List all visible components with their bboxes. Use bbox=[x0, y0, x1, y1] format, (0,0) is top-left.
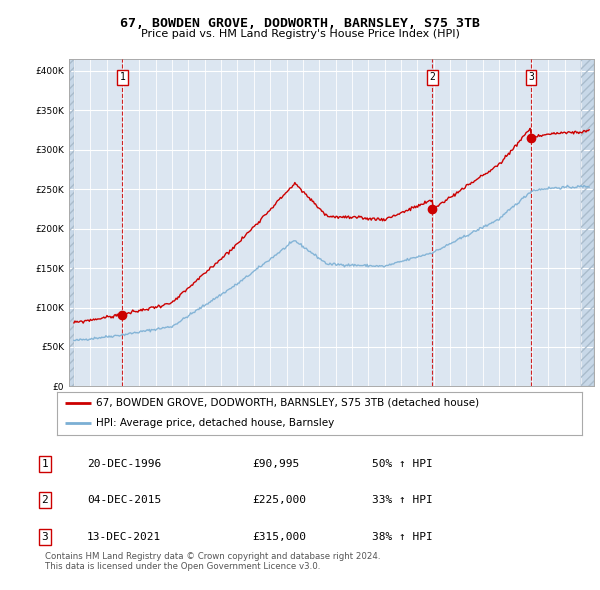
Text: 2: 2 bbox=[41, 496, 49, 505]
Text: 50% ↑ HPI: 50% ↑ HPI bbox=[372, 459, 433, 468]
Text: HPI: Average price, detached house, Barnsley: HPI: Average price, detached house, Barn… bbox=[97, 418, 335, 428]
Text: This data is licensed under the Open Government Licence v3.0.: This data is licensed under the Open Gov… bbox=[45, 562, 320, 571]
Text: 3: 3 bbox=[41, 532, 49, 542]
Text: Contains HM Land Registry data © Crown copyright and database right 2024.: Contains HM Land Registry data © Crown c… bbox=[45, 552, 380, 561]
Text: £225,000: £225,000 bbox=[252, 496, 306, 505]
Text: 1: 1 bbox=[41, 459, 49, 468]
Text: 67, BOWDEN GROVE, DODWORTH, BARNSLEY, S75 3TB: 67, BOWDEN GROVE, DODWORTH, BARNSLEY, S7… bbox=[120, 17, 480, 30]
Text: 33% ↑ HPI: 33% ↑ HPI bbox=[372, 496, 433, 505]
Text: Price paid vs. HM Land Registry's House Price Index (HPI): Price paid vs. HM Land Registry's House … bbox=[140, 29, 460, 39]
Text: 67, BOWDEN GROVE, DODWORTH, BARNSLEY, S75 3TB (detached house): 67, BOWDEN GROVE, DODWORTH, BARNSLEY, S7… bbox=[97, 398, 479, 408]
Text: 2: 2 bbox=[430, 72, 436, 82]
Text: 3: 3 bbox=[528, 72, 534, 82]
Text: 04-DEC-2015: 04-DEC-2015 bbox=[87, 496, 161, 505]
Text: 13-DEC-2021: 13-DEC-2021 bbox=[87, 532, 161, 542]
Text: £90,995: £90,995 bbox=[252, 459, 299, 468]
Text: 1: 1 bbox=[119, 72, 125, 82]
Text: 38% ↑ HPI: 38% ↑ HPI bbox=[372, 532, 433, 542]
Text: 20-DEC-1996: 20-DEC-1996 bbox=[87, 459, 161, 468]
Text: £315,000: £315,000 bbox=[252, 532, 306, 542]
